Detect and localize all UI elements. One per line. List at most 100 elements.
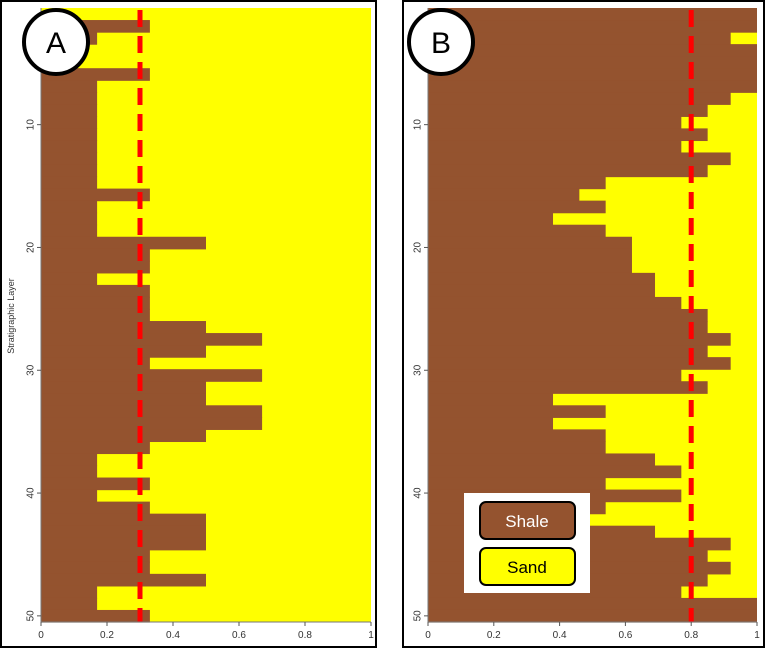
panel-a-shale-bar	[41, 465, 98, 479]
panel-b-y-tick-label: 20	[413, 241, 424, 253]
panel-a-shale-bar	[41, 284, 150, 298]
panel-a-plot-area	[40, 8, 371, 623]
panel-b-shale-bar	[428, 44, 757, 57]
panel-a-y-tick-label: 30	[26, 364, 37, 376]
panel-b-shale-bar	[428, 441, 606, 455]
panel-a-shale-bar	[41, 477, 150, 491]
panel-b-shale-bar	[428, 405, 606, 418]
panel-a-shale-bar	[41, 116, 98, 129]
panel-a-shale-bar	[41, 80, 98, 93]
panel-a-y-tick-label: 10	[26, 119, 37, 131]
panel-b-shale-bar	[428, 429, 606, 443]
panel-a-shale-bar	[41, 152, 98, 166]
panel-b-shale-bar	[428, 345, 708, 358]
panel-a-shale-bar	[41, 537, 206, 551]
panel-a-shale-bar	[41, 417, 263, 430]
panel-a-shale-bar	[41, 597, 98, 611]
panel-a-y-tick-label: 40	[26, 487, 37, 499]
panel-a-shale-bar	[41, 585, 98, 599]
panel-b-shale-bar	[428, 176, 606, 190]
panel-a-shale-bar	[41, 272, 98, 286]
panel-a-shale-bar	[41, 405, 263, 418]
panel-a-shale-bar	[41, 92, 98, 105]
legend: Shale Sand	[464, 493, 590, 593]
panel-b-shale-bar	[428, 597, 757, 611]
panel-a-shale-bar	[41, 525, 206, 539]
panel-b-y-axis: 10 20 30 40 50	[413, 119, 428, 622]
panel-b-x-tick-label: 0.2	[487, 630, 501, 641]
panel-b-shale-bar	[428, 333, 731, 346]
panel-b-y-tick-label: 50	[413, 610, 424, 622]
panel-b-y-tick-label: 40	[413, 487, 424, 499]
panel-a-shale-bar	[41, 549, 150, 563]
panel-a-shale-bar	[41, 212, 98, 226]
panel-a-x-tick-label: 0	[38, 630, 44, 641]
panel-b-shale-bar	[428, 260, 632, 274]
panel-b-x-tick-label: 0.6	[618, 630, 632, 641]
panel-b-shale-bar	[428, 308, 708, 322]
panel-b-x-tick-label: 0.8	[684, 630, 698, 641]
panel-b-letter: B	[431, 27, 451, 60]
panel-b-x-tick-label: 1	[754, 630, 760, 641]
panel-b-shale-bar	[428, 56, 757, 69]
panel-a-label-badge	[22, 8, 90, 76]
panel-b-shale-bar	[428, 224, 606, 238]
panel-a-shale-bar	[41, 609, 150, 623]
panel-b-shale-bar	[428, 80, 757, 93]
panel-a-shale-bar	[41, 513, 206, 527]
panel-a-shale-bar	[41, 296, 150, 310]
panel-b-shale-bar	[428, 284, 656, 298]
panel-a-x-tick-label: 0.4	[166, 630, 180, 641]
panel-a-shale-bar	[41, 333, 263, 346]
panel-a-shale-bar	[41, 308, 150, 322]
panel-b-x-tick-label: 0	[425, 630, 431, 641]
panel-b-y-tick-label: 30	[413, 364, 424, 376]
panel-b-y-tick-label: 10	[413, 119, 424, 131]
panel-b-x-axis: 0 0.2 0.4 0.6 0.8 1	[425, 622, 760, 641]
legend-shale-label: Shale	[505, 512, 548, 531]
panel-b-shale-bar	[428, 357, 731, 370]
panel-a-shale-bar	[41, 260, 150, 274]
panel-a-shale-bar	[41, 104, 98, 117]
panel-b-shale-bar	[428, 477, 606, 491]
panel-b-shale-bar	[428, 321, 708, 334]
panel-b-shale-bar	[428, 8, 757, 21]
panel-b-shale-bar	[428, 609, 757, 623]
panel-b-shale-bar	[428, 68, 757, 81]
panel-a-x-axis: 0 0.2 0.4 0.6 0.8 1	[38, 622, 374, 641]
panel-a-letter: A	[46, 27, 66, 60]
panel-a: 10 20 30 40 50 0 0.2 0.4 0.6 0.8 1 Stratigraphic …	[0, 0, 377, 648]
panel-b-shale-bar	[428, 152, 731, 166]
legend-sand-swatch	[479, 547, 576, 586]
panel-a-shale-bar	[41, 188, 150, 202]
panel-a-shale-bar	[41, 200, 98, 214]
panel-b-shale-bar	[428, 236, 632, 250]
panel-b-shale-bar	[428, 212, 554, 226]
panel-a-shale-bar	[41, 453, 98, 467]
panel-a-shale-bar	[41, 128, 98, 142]
panel-a-y-axis: 10 20 30 40 50	[26, 119, 41, 621]
panel-b-x-tick-label: 0.4	[553, 630, 567, 641]
panel-b-shale-bar	[428, 465, 682, 479]
panel-a-shale-bar	[41, 345, 206, 358]
legend-sand-label: Sand	[507, 558, 547, 577]
panel-b-shale-bar	[428, 369, 682, 382]
panel-a-shale-bar	[41, 573, 206, 587]
panel-b-shale-bar	[428, 32, 731, 45]
panel-a-shale-bar	[41, 369, 263, 382]
panel-a-x-tick-label: 1	[368, 630, 374, 641]
panel-b-shale-bar	[428, 453, 656, 467]
panel-a-shale-bar	[41, 501, 150, 515]
panel-b-shale-bar	[428, 104, 708, 117]
panel-b-shale-bar	[428, 417, 554, 430]
panel-a-shale-bar	[41, 176, 98, 190]
panel-a-shale-bar	[41, 224, 98, 238]
panel-b-shale-bar	[428, 200, 606, 214]
panel-b-shale-bar	[428, 272, 656, 286]
panel-a-y-axis-label: Stratigraphic Layer	[6, 278, 16, 354]
panel-a-shale-bar	[41, 236, 206, 250]
panel-b-shale-bar	[428, 381, 708, 394]
panel-b-shale-bar	[428, 393, 554, 406]
panel-a-shale-bar	[41, 140, 98, 154]
